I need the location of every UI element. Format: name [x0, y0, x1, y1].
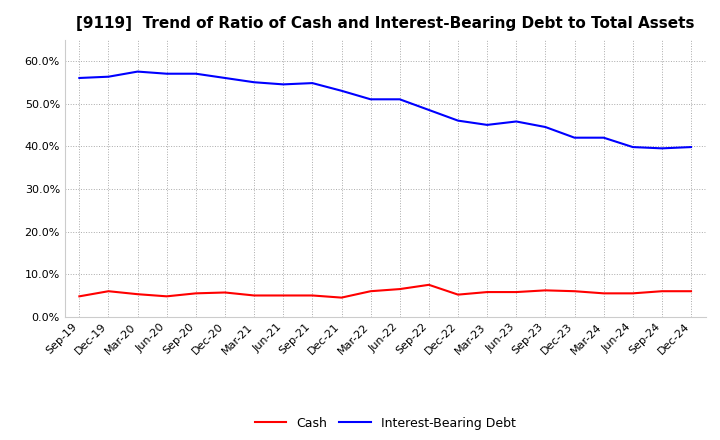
Interest-Bearing Debt	[163, 71, 171, 77]
Cash	[395, 286, 404, 292]
Cash	[104, 289, 113, 294]
Legend: Cash, Interest-Bearing Debt: Cash, Interest-Bearing Debt	[250, 412, 521, 435]
Interest-Bearing Debt	[570, 135, 579, 140]
Interest-Bearing Debt	[366, 97, 375, 102]
Cash	[308, 293, 317, 298]
Interest-Bearing Debt	[192, 71, 200, 77]
Interest-Bearing Debt	[337, 88, 346, 93]
Cash	[687, 289, 696, 294]
Cash	[192, 291, 200, 296]
Cash	[163, 293, 171, 299]
Cash	[133, 292, 142, 297]
Cash	[629, 291, 637, 296]
Interest-Bearing Debt	[512, 119, 521, 124]
Cash	[337, 295, 346, 300]
Interest-Bearing Debt	[104, 74, 113, 79]
Interest-Bearing Debt	[657, 146, 666, 151]
Interest-Bearing Debt	[395, 97, 404, 102]
Interest-Bearing Debt	[308, 81, 317, 86]
Cash	[250, 293, 258, 298]
Interest-Bearing Debt	[75, 75, 84, 81]
Cash	[220, 290, 229, 295]
Interest-Bearing Debt	[220, 75, 229, 81]
Interest-Bearing Debt	[599, 135, 608, 140]
Interest-Bearing Debt	[483, 122, 492, 128]
Cash	[483, 290, 492, 295]
Cash	[425, 282, 433, 287]
Interest-Bearing Debt	[454, 118, 462, 123]
Cash	[570, 289, 579, 294]
Interest-Bearing Debt	[250, 80, 258, 85]
Cash	[657, 289, 666, 294]
Interest-Bearing Debt	[687, 144, 696, 150]
Line: Interest-Bearing Debt: Interest-Bearing Debt	[79, 72, 691, 148]
Interest-Bearing Debt	[629, 144, 637, 150]
Interest-Bearing Debt	[425, 107, 433, 113]
Cash	[541, 288, 550, 293]
Line: Cash: Cash	[79, 285, 691, 297]
Cash	[366, 289, 375, 294]
Cash	[512, 290, 521, 295]
Cash	[599, 291, 608, 296]
Interest-Bearing Debt	[541, 125, 550, 130]
Interest-Bearing Debt	[279, 82, 287, 87]
Interest-Bearing Debt	[133, 69, 142, 74]
Title: [9119]  Trend of Ratio of Cash and Interest-Bearing Debt to Total Assets: [9119] Trend of Ratio of Cash and Intere…	[76, 16, 695, 32]
Cash	[279, 293, 287, 298]
Cash	[454, 292, 462, 297]
Cash	[75, 293, 84, 299]
